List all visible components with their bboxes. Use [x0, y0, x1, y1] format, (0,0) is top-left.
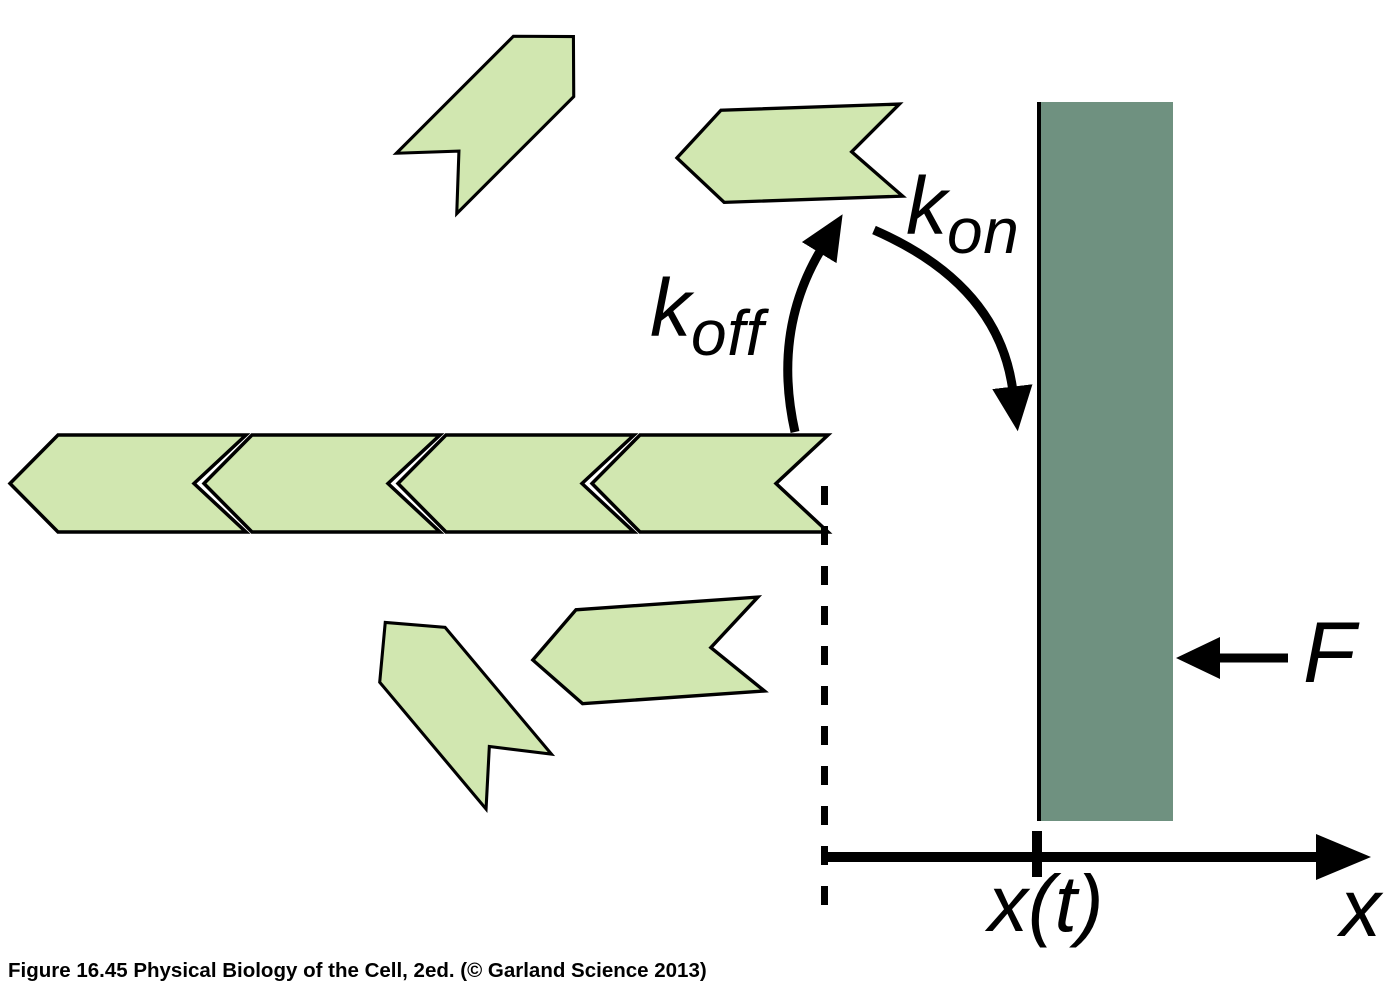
koff-arrow	[783, 214, 843, 433]
force-label: F	[1303, 605, 1356, 701]
x-axis-tick	[1032, 831, 1042, 877]
kon-subscript: on	[947, 195, 1020, 268]
x-axis-label: x	[1340, 863, 1381, 954]
obstacle-wall	[1037, 102, 1173, 821]
free-monomers	[351, 4, 905, 811]
tip-position-label: x(t)	[988, 859, 1104, 948]
x-axis-arrowhead-icon	[1316, 834, 1371, 880]
kon-base: k	[906, 161, 947, 252]
figure-caption: Figure 16.45 Physical Biology of the Cel…	[8, 959, 707, 982]
koff-base: k	[650, 263, 691, 354]
free-monomer	[394, 4, 606, 216]
kon-arrow	[872, 225, 1033, 432]
filament-subunit	[590, 433, 830, 534]
koff-label: koff	[650, 268, 764, 366]
free-monomer	[673, 102, 905, 206]
force-arrowhead-icon	[1176, 637, 1220, 679]
force-arrow	[1176, 637, 1288, 679]
free-monomer	[527, 595, 767, 709]
kon-label: kon	[906, 166, 1019, 264]
filament	[8, 433, 830, 534]
x-axis	[825, 831, 1371, 880]
koff-subscript: off	[691, 297, 765, 370]
free-monomer	[351, 593, 553, 811]
